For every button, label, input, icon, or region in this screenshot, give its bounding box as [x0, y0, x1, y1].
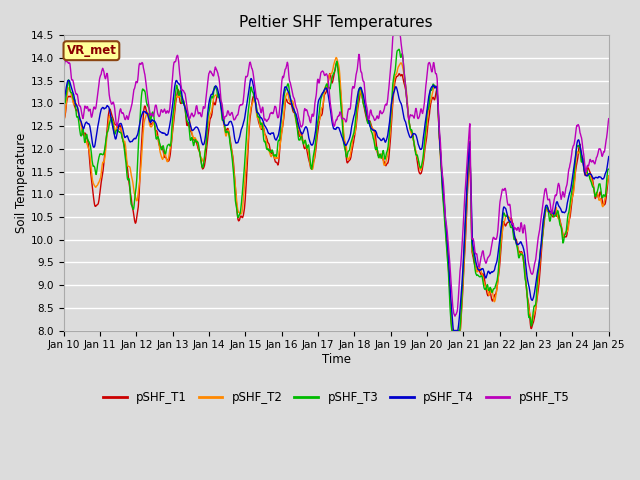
pSHF_T5 — [451, 313, 459, 319]
pSHF_T1 — [371, 128, 378, 133]
pSHF_T3 — [448, 328, 456, 334]
pSHF_T4 — [102, 105, 110, 111]
Legend: pSHF_T1, pSHF_T2, pSHF_T3, pSHF_T4, pSHF_T5: pSHF_T1, pSHF_T2, pSHF_T3, pSHF_T4, pSHF… — [98, 387, 574, 409]
pSHF_T2 — [312, 138, 320, 144]
pSHF_T5 — [303, 107, 310, 113]
pSHF_T2 — [303, 144, 310, 150]
pSHF_T3 — [60, 98, 68, 104]
pSHF_T1 — [333, 60, 340, 65]
pSHF_T4 — [124, 135, 132, 141]
pSHF_T1 — [448, 328, 456, 334]
pSHF_T4 — [605, 154, 612, 159]
pSHF_T3 — [291, 111, 299, 117]
Text: VR_met: VR_met — [67, 44, 116, 57]
pSHF_T4 — [312, 119, 320, 124]
X-axis label: Time: Time — [322, 353, 351, 366]
pSHF_T2 — [371, 132, 378, 138]
pSHF_T3 — [370, 137, 378, 143]
pSHF_T5 — [291, 99, 299, 105]
pSHF_T4 — [303, 125, 310, 131]
Line: pSHF_T2: pSHF_T2 — [64, 58, 609, 331]
pSHF_T1 — [312, 144, 320, 150]
pSHF_T3 — [303, 142, 310, 147]
Line: pSHF_T1: pSHF_T1 — [64, 62, 609, 331]
pSHF_T4 — [291, 110, 299, 116]
pSHF_T4 — [371, 127, 378, 133]
pSHF_T1 — [605, 173, 612, 179]
pSHF_T5 — [60, 68, 68, 73]
pSHF_T4 — [450, 328, 458, 334]
pSHF_T5 — [605, 116, 612, 121]
pSHF_T1 — [291, 112, 299, 118]
pSHF_T5 — [124, 117, 132, 122]
pSHF_T3 — [312, 134, 320, 140]
pSHF_T5 — [389, 33, 397, 38]
pSHF_T1 — [60, 115, 68, 121]
pSHF_T5 — [102, 74, 110, 80]
pSHF_T5 — [370, 116, 378, 121]
pSHF_T1 — [102, 139, 110, 145]
Line: pSHF_T4: pSHF_T4 — [64, 79, 609, 331]
pSHF_T4 — [60, 97, 68, 103]
pSHF_T2 — [60, 119, 68, 125]
pSHF_T2 — [448, 328, 456, 334]
pSHF_T1 — [303, 144, 310, 150]
pSHF_T5 — [312, 93, 320, 99]
pSHF_T4 — [247, 76, 255, 82]
Line: pSHF_T5: pSHF_T5 — [64, 36, 609, 316]
pSHF_T3 — [395, 47, 403, 52]
pSHF_T3 — [605, 166, 612, 172]
pSHF_T2 — [291, 113, 299, 119]
pSHF_T2 — [102, 144, 110, 150]
Title: Peltier SHF Temperatures: Peltier SHF Temperatures — [239, 15, 433, 30]
Line: pSHF_T3: pSHF_T3 — [64, 49, 609, 331]
pSHF_T3 — [102, 136, 110, 142]
pSHF_T2 — [605, 173, 612, 179]
pSHF_T2 — [124, 163, 132, 169]
Y-axis label: Soil Temperature: Soil Temperature — [15, 133, 28, 233]
pSHF_T3 — [124, 177, 132, 182]
pSHF_T1 — [124, 172, 132, 178]
pSHF_T2 — [332, 55, 340, 60]
